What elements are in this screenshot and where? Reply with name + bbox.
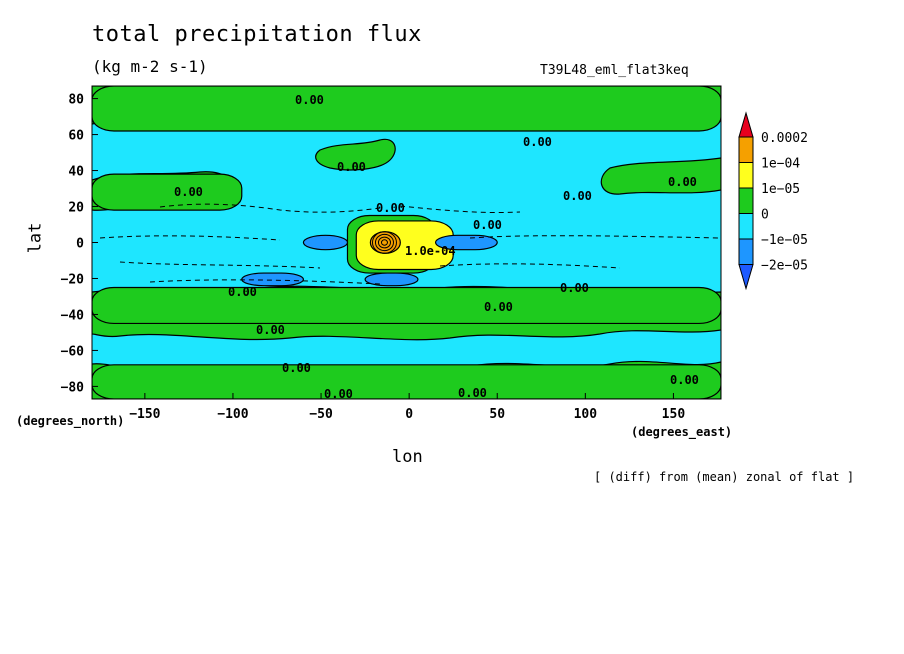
y-tick-label: −20 xyxy=(61,272,85,287)
colorbar-swatch-2 xyxy=(738,162,754,189)
x-axis-label: lon xyxy=(392,447,423,467)
contour-region-11 xyxy=(434,234,498,251)
footnote: [ (diff) from (mean) zonal of flat ] xyxy=(594,470,855,484)
negative-contours xyxy=(99,203,721,285)
chart-title: total precipitation flux xyxy=(92,22,422,47)
contour-label-14: 0.00 xyxy=(670,373,699,387)
colorbar-label-6: −2e−05 xyxy=(761,259,808,274)
x-tick-label: 50 xyxy=(489,407,505,422)
contour-label-4: 0.00 xyxy=(174,185,203,199)
chart-units: (kg m-2 s-1) xyxy=(92,57,208,76)
maximum-ring-1 xyxy=(380,239,388,246)
contour-region-7 xyxy=(369,231,401,254)
y-tick-label: 40 xyxy=(68,165,84,180)
y-tick-label: 80 xyxy=(68,93,84,108)
x-tick-label: −100 xyxy=(217,407,248,422)
x-tick-label: 100 xyxy=(574,407,598,422)
x-tick-label: −50 xyxy=(309,407,333,422)
contour-label-7: 0.00 xyxy=(228,285,257,299)
y-ticks: −80 −60 −40 −20 0 20 40 60 80 xyxy=(61,93,98,395)
contour-label-8: 0.00 xyxy=(560,281,589,295)
y-tick-label: 20 xyxy=(68,201,84,216)
maximum-rings xyxy=(371,231,397,254)
contour-label-9: 0.00 xyxy=(484,300,513,314)
contour-label-3: 0.00 xyxy=(337,160,366,174)
y-axis-unit: (degrees_north) xyxy=(16,414,125,428)
y-tick-label: −80 xyxy=(61,380,85,395)
y-tick-label: −40 xyxy=(61,308,85,323)
green-band-6 xyxy=(315,138,396,171)
y-tick-label: 0 xyxy=(76,237,84,252)
x-tick-label: −150 xyxy=(129,407,160,422)
contour-label-2: 0.00 xyxy=(523,135,552,149)
contour-label-11: 0.00 xyxy=(282,361,311,375)
contour-region-3 xyxy=(92,286,721,325)
colorbar-swatch-5 xyxy=(738,238,754,265)
contour-label-16: 1.0e-04 xyxy=(405,244,456,258)
y-tick-label: 60 xyxy=(68,129,84,144)
contour-label-12: 0.00 xyxy=(458,386,487,400)
contour-labels: 0.00 0.00 0.00 0.00 0.00 0.00 0.00 0.00 0.00 0.00… xyxy=(174,93,699,401)
contour-label-10: 0.00 xyxy=(256,323,285,337)
contour-label-17: 0.00 xyxy=(376,201,405,215)
contour-label-13: 0.00 xyxy=(324,387,353,401)
maximum-ring-4 xyxy=(371,231,397,254)
contour-label-6: 0.00 xyxy=(473,218,502,232)
run-name: T39L48_eml_flat3keq xyxy=(540,63,689,78)
colorbar-label-5: −1e−05 xyxy=(761,233,808,248)
colorbar-swatch-4 xyxy=(738,213,754,240)
contour-label-5: 0.00 xyxy=(668,175,697,189)
x-ticks: −150 −100 −50 0 50 100 150 xyxy=(129,393,685,422)
colorbar-label-1: 0.0002 xyxy=(761,131,808,146)
maximum-ring-2 xyxy=(377,236,391,249)
colorbar-swatch-3 xyxy=(738,187,754,214)
maximum-ring-3 xyxy=(374,233,394,252)
x-axis-unit: (degrees_east) xyxy=(631,425,733,439)
plot-area: 0.00 0.00 0.00 0.00 0.00 0.00 0.00 0.00 0.00 0.00… xyxy=(92,86,721,401)
contour-region-2 xyxy=(92,364,721,399)
contour-region-8 xyxy=(302,234,349,251)
colorbar-label-4: 0 xyxy=(761,208,769,223)
colorbar-swatch-1 xyxy=(738,136,754,163)
contour-region-10 xyxy=(364,272,419,287)
colorbar: 0.0002 1e−04 1e−05 0 −1e−05 −2e−05 xyxy=(738,111,808,291)
contour-label-15: 0.00 xyxy=(563,189,592,203)
y-tick-label: −60 xyxy=(61,344,85,359)
x-tick-label: 150 xyxy=(662,407,686,422)
x-tick-label: 0 xyxy=(405,407,413,422)
colorbar-top-arrow xyxy=(738,111,754,138)
contour-label-1: 0.00 xyxy=(295,93,324,107)
contour-regions xyxy=(92,86,721,399)
contour-region-1 xyxy=(92,86,721,132)
green-band-5 xyxy=(600,157,721,195)
contour-region-9 xyxy=(241,272,305,287)
colorbar-label-2: 1e−04 xyxy=(761,157,800,172)
colorbar-bottom-arrow xyxy=(738,264,754,291)
contour-region-4 xyxy=(92,173,243,211)
colorbar-label-3: 1e−05 xyxy=(761,182,800,197)
